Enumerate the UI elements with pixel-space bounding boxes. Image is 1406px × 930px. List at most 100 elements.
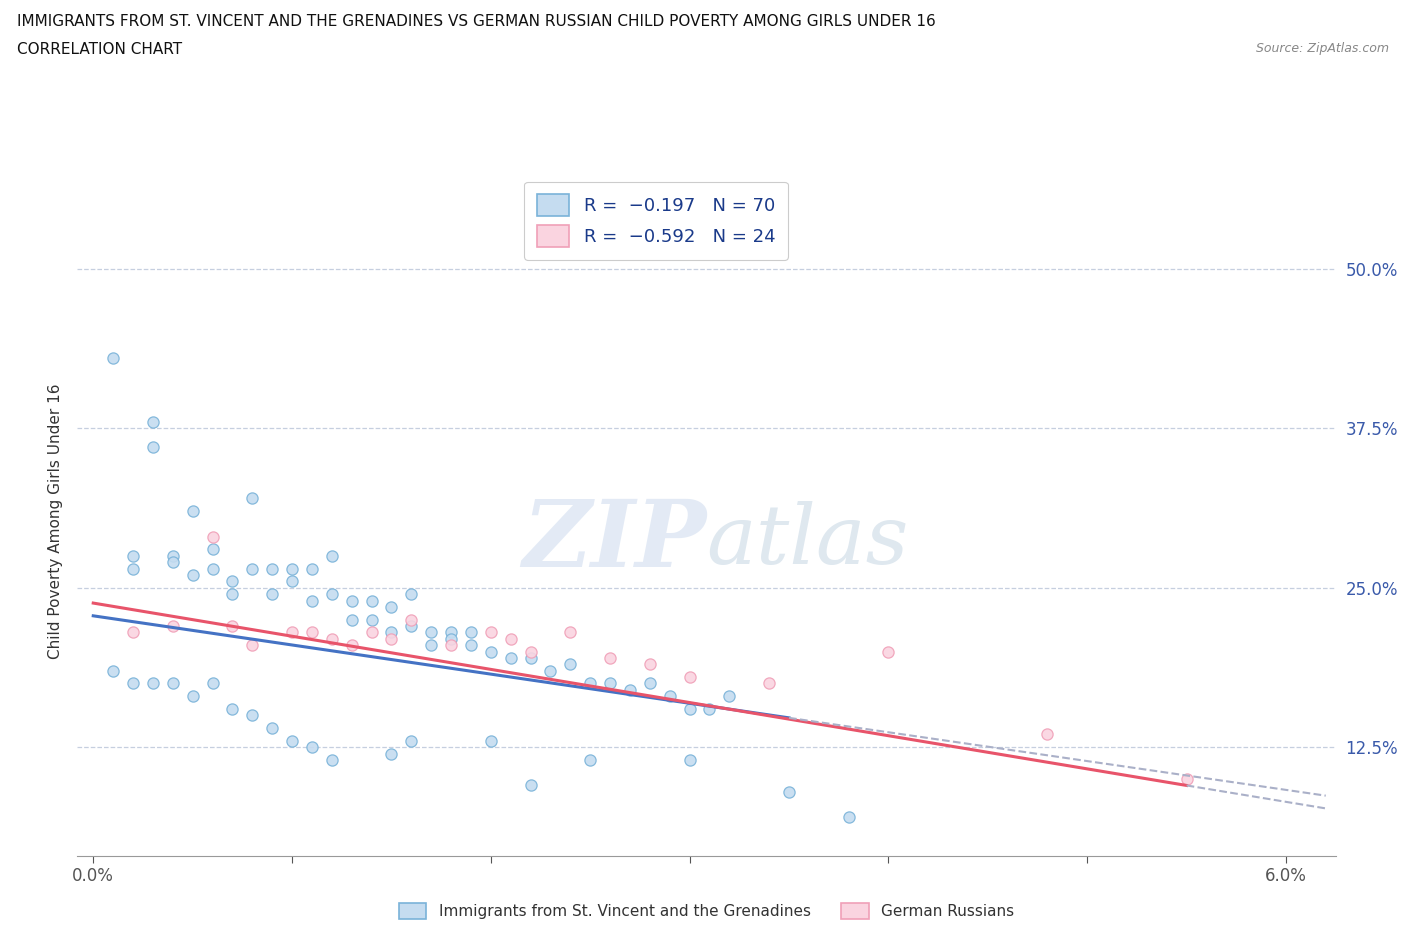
Point <box>142 676 165 691</box>
Point <box>401 587 423 602</box>
Point <box>460 638 482 653</box>
Point <box>122 625 145 640</box>
Point <box>519 644 541 659</box>
Point <box>262 561 284 576</box>
Point <box>321 587 343 602</box>
Point <box>262 721 284 736</box>
Point <box>499 650 522 665</box>
Point <box>101 663 124 678</box>
Point <box>101 351 124 365</box>
Point <box>678 752 700 767</box>
Point <box>479 625 502 640</box>
Point <box>162 555 184 570</box>
Point <box>142 415 165 430</box>
Point <box>420 625 443 640</box>
Point <box>142 440 165 455</box>
Point <box>281 734 304 749</box>
Point <box>321 752 343 767</box>
Point <box>877 644 900 659</box>
Point <box>162 549 184 564</box>
Point <box>380 600 402 615</box>
Point <box>440 638 463 653</box>
Point <box>240 708 263 723</box>
Point <box>638 657 661 671</box>
Point <box>281 561 304 576</box>
Point <box>519 778 541 793</box>
Point <box>240 491 263 506</box>
Point <box>221 587 243 602</box>
Legend: Immigrants from St. Vincent and the Grenadines, German Russians: Immigrants from St. Vincent and the Gren… <box>392 897 1021 925</box>
Point <box>678 670 700 684</box>
Point <box>1175 772 1198 787</box>
Point <box>221 574 243 589</box>
Point <box>201 529 224 544</box>
Point <box>221 701 243 716</box>
Point <box>699 701 721 716</box>
Point <box>221 618 243 633</box>
Point <box>360 625 382 640</box>
Point <box>401 618 423 633</box>
Point <box>122 676 145 691</box>
Point <box>420 638 443 653</box>
Point <box>380 631 402 646</box>
Point <box>321 549 343 564</box>
Point <box>519 650 541 665</box>
Point <box>162 618 184 633</box>
Point <box>240 561 263 576</box>
Point <box>460 625 482 640</box>
Point <box>262 587 284 602</box>
Point <box>401 734 423 749</box>
Point <box>201 542 224 557</box>
Point <box>560 625 582 640</box>
Point <box>718 689 741 704</box>
Point <box>579 676 602 691</box>
Point <box>380 746 402 761</box>
Point <box>181 689 204 704</box>
Text: Source: ZipAtlas.com: Source: ZipAtlas.com <box>1256 42 1389 55</box>
Point <box>201 561 224 576</box>
Point <box>1036 727 1059 742</box>
Point <box>360 612 382 627</box>
Point <box>181 504 204 519</box>
Point <box>599 650 621 665</box>
Text: IMMIGRANTS FROM ST. VINCENT AND THE GRENADINES VS GERMAN RUSSIAN CHILD POVERTY A: IMMIGRANTS FROM ST. VINCENT AND THE GREN… <box>17 14 935 29</box>
Point <box>778 784 800 799</box>
Point <box>440 625 463 640</box>
Point <box>579 752 602 767</box>
Point <box>401 612 423 627</box>
Point <box>479 734 502 749</box>
Point <box>619 683 641 698</box>
Y-axis label: Child Poverty Among Girls Under 16: Child Poverty Among Girls Under 16 <box>48 383 63 658</box>
Text: CORRELATION CHART: CORRELATION CHART <box>17 42 181 57</box>
Point <box>122 561 145 576</box>
Point <box>340 612 363 627</box>
Point <box>479 644 502 659</box>
Point <box>838 810 860 825</box>
Point <box>122 549 145 564</box>
Point <box>301 561 323 576</box>
Text: atlas: atlas <box>707 501 908 581</box>
Point <box>440 631 463 646</box>
Point <box>560 657 582 671</box>
Point <box>599 676 621 691</box>
Point <box>758 676 780 691</box>
Point <box>201 676 224 691</box>
Point <box>281 574 304 589</box>
Point <box>340 593 363 608</box>
Point <box>360 593 382 608</box>
Point <box>678 701 700 716</box>
Point <box>181 567 204 582</box>
Text: ZIP: ZIP <box>522 496 707 586</box>
Point <box>162 676 184 691</box>
Point <box>658 689 681 704</box>
Point <box>638 676 661 691</box>
Point <box>301 625 323 640</box>
Point <box>540 663 562 678</box>
Point <box>301 593 323 608</box>
Point <box>321 631 343 646</box>
Point <box>240 638 263 653</box>
Point <box>380 625 402 640</box>
Point <box>340 638 363 653</box>
Point <box>281 625 304 640</box>
Point <box>499 631 522 646</box>
